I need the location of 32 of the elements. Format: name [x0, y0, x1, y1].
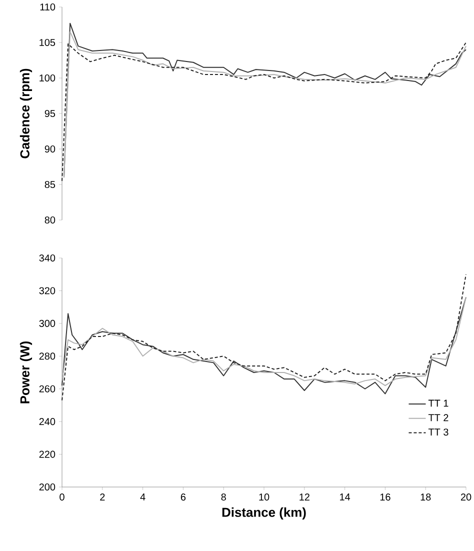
- y-tick-label: 95: [44, 110, 56, 118]
- x-axis-title: Distance (km): [222, 507, 306, 520]
- x-tick-label: 10: [259, 494, 270, 501]
- y-tick-label: 300: [39, 320, 56, 327]
- legend-label: TT 3: [428, 428, 448, 436]
- y-tick-label: 240: [39, 418, 56, 426]
- y-tick-label: 200: [39, 483, 56, 491]
- y-tick-label: 90: [44, 145, 56, 153]
- x-tick-label: 0: [60, 494, 64, 501]
- x-tick-label: 2: [100, 494, 105, 500]
- x-tick-label: 16: [380, 494, 390, 501]
- x-tick-label: 20: [460, 494, 472, 501]
- y-tick-label: 260: [39, 385, 56, 392]
- x-tick-label: 8: [221, 494, 226, 501]
- x-tick-label: 14: [340, 494, 350, 500]
- x-tick-label: 12: [300, 494, 310, 500]
- x-tick-label: 18: [420, 494, 431, 501]
- y-tick-label: 80: [44, 216, 56, 224]
- legend-label: TT 1: [428, 400, 448, 407]
- y-tick-label: 105: [40, 38, 56, 46]
- y-tick-label: 110: [40, 3, 56, 11]
- legend-label: TT 2: [428, 414, 448, 422]
- y-tick-label: 85: [44, 180, 56, 188]
- x-tick-label: 6: [180, 494, 186, 501]
- y-tick-label: 320: [39, 287, 56, 294]
- y-tick-label: 220: [39, 450, 56, 458]
- x-tick-label: 4: [140, 494, 146, 500]
- y-tick-label: 100: [40, 74, 56, 82]
- y-tick-label: 340: [39, 254, 56, 262]
- y-axis-title: Cadence (rpm): [20, 68, 32, 158]
- y-axis-title: Power (W): [20, 341, 32, 404]
- y-tick-label: 280: [39, 352, 56, 360]
